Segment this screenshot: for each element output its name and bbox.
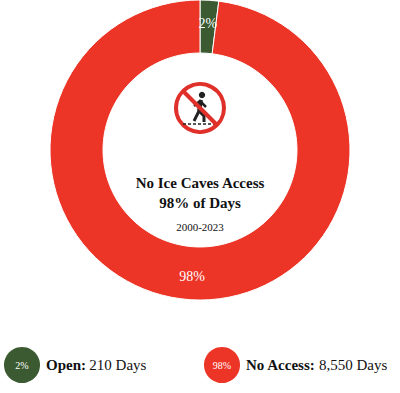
svg-text:2%: 2% [15,360,28,371]
svg-text:98%: 98% [179,269,205,284]
svg-text:2000-2023: 2000-2023 [176,221,224,233]
svg-text:210 Days: 210 Days [89,357,146,373]
svg-text:Open:: Open: [46,357,86,373]
svg-text:No Ice Caves Access: No Ice Caves Access [136,175,265,191]
svg-text:98% of Days: 98% of Days [159,195,241,211]
svg-text:98%: 98% [213,360,231,371]
svg-text:No Access:: No Access: [246,357,315,373]
svg-text:8,550 Days: 8,550 Days [319,357,387,373]
svg-text:2%: 2% [199,16,218,31]
